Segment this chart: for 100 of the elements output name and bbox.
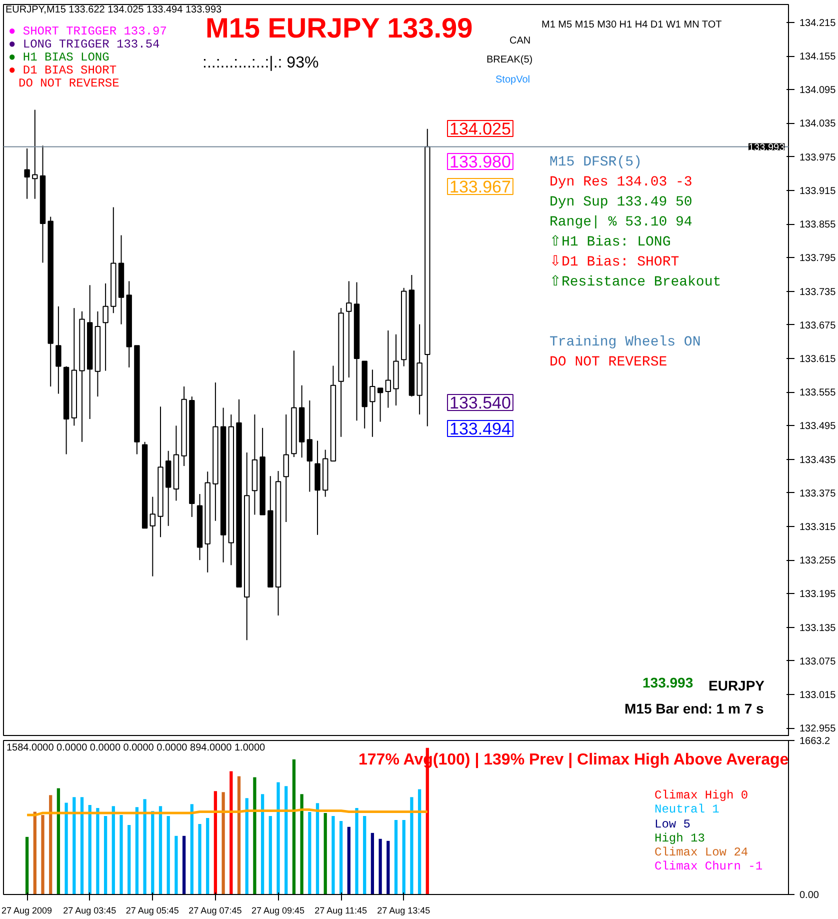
y-tick-label: 134.035 [800, 118, 836, 130]
bar [190, 804, 194, 894]
annotation: EURJPY [708, 678, 766, 694]
annotation: 133.540 [450, 394, 511, 412]
bar [230, 771, 233, 894]
bar [72, 797, 76, 894]
y-tick-label: 134.095 [800, 85, 836, 96]
bar [324, 813, 327, 894]
annotation: StopVol [496, 74, 530, 86]
annotation: Climax High 0 [654, 788, 748, 802]
annotation: Dyn Sup 133.49 50 [550, 194, 692, 210]
bar [41, 815, 44, 894]
y-tick-label: 133.915 [800, 186, 836, 197]
annotation: Range| % 53.10 94 [550, 214, 692, 230]
annotation: ⇧H1 Bias: LONG [550, 234, 671, 250]
bar [260, 794, 264, 894]
bar [347, 826, 350, 894]
bar [80, 797, 84, 894]
bar [355, 808, 358, 894]
y-tick-label: 133.795 [800, 253, 836, 264]
bar [104, 816, 108, 894]
bar [120, 815, 123, 894]
x-tick-label: 27 Aug 07:45 [188, 906, 242, 916]
chart-title: M15 EURJPY 133.99 [206, 12, 473, 44]
candlestick [24, 148, 30, 200]
bar [332, 816, 335, 894]
candlestick [102, 282, 108, 372]
x-tick-label: 27 Aug 2009 [2, 906, 52, 916]
annotation: M15 Bar end: 1 m 7 s [624, 700, 764, 716]
x-tick-label: 27 Aug 11:45 [314, 906, 367, 916]
annotation: ● D1 BIAS SHORT [8, 64, 117, 78]
bar [49, 795, 52, 894]
y-tick-label: 133.855 [800, 220, 836, 231]
y-tick-label: 133.255 [800, 556, 836, 567]
candlestick [32, 109, 38, 200]
y-tick-label: 133.555 [800, 388, 836, 399]
y-tick-label: 133.435 [800, 454, 836, 466]
annotation: Dyn Res 134.03 -3 [550, 174, 692, 190]
bar [253, 777, 256, 894]
bar [284, 786, 288, 894]
annotation: Climax Low 24 [654, 846, 748, 860]
bar [245, 798, 248, 894]
annotation: M15 DFSR(5) [550, 154, 642, 170]
annotation: :..:...:...:..:|.: 93% [202, 54, 319, 72]
x-tick-label: 27 Aug 03:45 [63, 906, 116, 916]
bar [151, 811, 154, 894]
y-tick-label: 133.135 [800, 622, 836, 634]
x-tick-label: 27 Aug 09:45 [251, 906, 305, 916]
y-tick-label: 133.615 [800, 354, 836, 365]
annotation: 1584.0000 0.0000 0.0000 0.0000 0.0000 894.0000 1.0000 [6, 742, 266, 754]
bar [292, 759, 296, 894]
y-tick-label: 133.195 [800, 589, 836, 600]
bar [33, 812, 36, 894]
bar [135, 807, 139, 894]
bar [339, 820, 343, 894]
y-tick-label: 133.735 [800, 286, 836, 298]
candlestick [346, 280, 352, 378]
bar [386, 840, 390, 894]
y-tick-label: 133.015 [800, 690, 836, 701]
bar [363, 816, 366, 894]
annotation: ⇩D1 Bias: SHORT [550, 254, 680, 270]
y-tick-label: 133.975 [800, 152, 836, 164]
candlestick [150, 496, 156, 577]
y-tick-label: 133.495 [800, 421, 836, 432]
bar [300, 794, 304, 894]
candlestick [377, 388, 384, 422]
annotation: Low 5 [654, 818, 691, 832]
y-tick-label: 134.215 [800, 18, 836, 29]
bar [316, 803, 320, 894]
bar [268, 816, 272, 894]
bar [308, 812, 312, 894]
candlestick [370, 369, 376, 438]
bar [88, 805, 92, 894]
y-tick-label: 134.155 [800, 52, 836, 63]
annotation: EURJPY,M15 133.622 134.025 133.494 133.993 [6, 4, 222, 16]
bar [56, 788, 60, 894]
bar [182, 836, 186, 894]
bar [166, 816, 170, 894]
y-tick-label: 133.075 [800, 656, 836, 668]
x-tick-label: 27 Aug 05:45 [126, 906, 179, 916]
annotation: DO NOT REVERSE [550, 354, 668, 370]
bar [276, 782, 280, 894]
y-tick-label: 133.375 [800, 488, 836, 500]
annotation: ● H1 BIAS LONG [8, 50, 110, 64]
candlestick [306, 400, 313, 492]
annotation: Neutral 1 [654, 802, 720, 816]
bar [143, 799, 146, 894]
y-tick-label: 132.955 [800, 724, 836, 735]
x-tick-label: 27 Aug 13:45 [377, 906, 430, 916]
bar [370, 832, 374, 894]
annotation: 133.993 [642, 674, 694, 690]
candlestick [56, 306, 62, 394]
bar [378, 838, 382, 894]
bar [222, 792, 225, 894]
bar [128, 824, 131, 894]
y-tick-label: 1663.2 [800, 736, 831, 747]
annotation: ⇧Resistance Breakout [550, 274, 722, 290]
bar [64, 802, 68, 894]
annotation: BREAK(5) [486, 54, 533, 66]
annotation: CAN [510, 36, 531, 46]
